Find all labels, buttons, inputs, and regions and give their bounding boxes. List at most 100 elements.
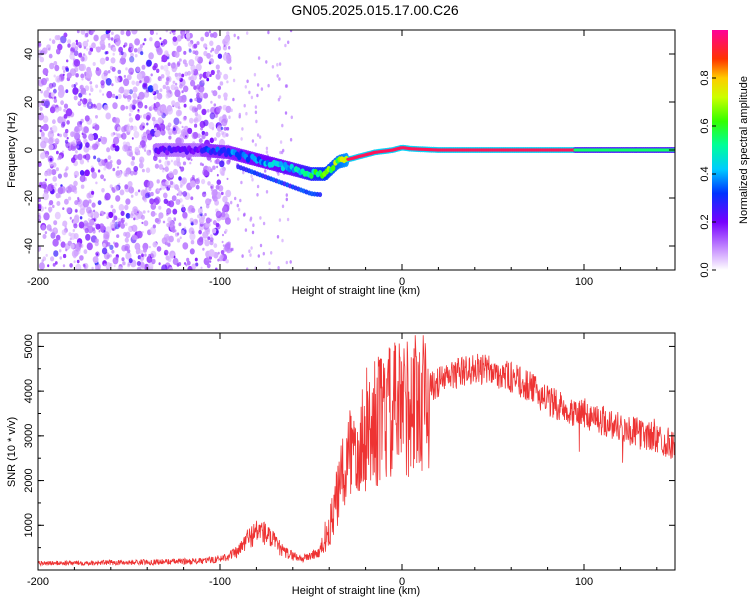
noise-speckle [111,249,115,254]
noise-speckle [107,70,111,74]
noise-speckle [67,39,72,44]
noise-speckle [128,145,132,151]
y-tick-label: 1000 [23,513,35,537]
noise-speckle [240,137,243,141]
noise-speckle [140,51,144,56]
noise-speckle [153,202,156,207]
noise-speckle [77,199,80,203]
noise-speckle [159,88,163,92]
noise-speckle [56,150,59,155]
noise-speckle [159,187,162,191]
noise-speckle [258,135,262,139]
noise-speckle [65,108,73,117]
noise-speckle [38,161,42,167]
noise-speckle [152,241,158,248]
noise-speckle [216,230,219,234]
noise-speckle [40,90,43,94]
noise-speckle [281,204,285,209]
noise-speckle [223,73,229,80]
noise-speckle [210,69,215,76]
noise-speckle [51,82,57,88]
noise-speckle [152,83,159,91]
noise-speckle [268,267,271,270]
noise-speckle [80,184,85,189]
noise-speckle [130,71,133,75]
noise-speckle [143,38,147,42]
noise-speckle [84,115,90,122]
noise-speckle [89,103,92,107]
noise-speckle [104,51,108,55]
noise-speckle [93,211,100,219]
noise-speckle [156,179,160,184]
noise-speckle [42,115,49,123]
y-tick-label: 4000 [23,379,35,403]
noise-speckle [225,211,228,214]
noise-speckle [166,77,170,82]
noise-speckle [75,263,82,270]
noise-speckle [77,153,83,161]
noise-speckle [50,256,55,262]
noise-speckle [284,111,288,115]
noise-speckle [77,41,82,48]
colorbar: 0.0 0.2 0.4 0.6 0.8 Normalized spectral ampl… [699,30,750,278]
noise-speckle [38,245,42,252]
noise-speckle [211,54,214,58]
noise-speckle [45,253,48,257]
noise-speckle [174,82,178,86]
noise-speckle [53,74,56,78]
noise-speckle [40,152,46,160]
noise-speckle [137,108,140,112]
noise-speckle [58,194,62,198]
noise-speckle [280,150,284,155]
noise-speckle [182,116,187,122]
noise-speckle [229,66,232,71]
noise-speckle [202,247,205,251]
noise-speckle [174,51,180,58]
noise-speckle [76,259,80,264]
noise-speckle [162,84,167,90]
noise-speckle [188,76,192,81]
noise-speckle [132,92,138,99]
noise-speckle [191,263,197,270]
noise-speckle [254,105,258,109]
noise-speckle [39,106,43,111]
noise-speckle [90,167,95,173]
noise-speckle [278,218,282,222]
noise-speckle [95,84,99,89]
noise-speckle [60,100,64,106]
noise-speckle [106,242,111,247]
noise-speckle [209,218,213,222]
noise-speckle [89,81,93,85]
noise-speckle [73,260,76,264]
noise-speckle [217,85,222,91]
noise-speckle [248,249,251,253]
noise-speckle [149,37,153,42]
noise-speckle [99,39,105,47]
noise-speckle [136,261,141,266]
noise-speckle [157,188,160,192]
noise-speckle [117,93,122,100]
noise-speckle [97,138,102,142]
snr-x-ticks: -200 -100 0 100 [27,333,658,588]
noise-speckle [244,228,248,232]
noise-speckle [220,211,226,218]
noise-speckle [190,196,194,201]
noise-speckle [56,35,61,41]
noise-speckle [158,50,162,54]
noise-speckle [92,256,99,264]
noise-speckle [276,235,280,239]
ridge-core [278,161,283,168]
noise-speckle [60,35,67,44]
noise-speckle [204,238,206,242]
noise-speckle [100,174,105,180]
noise-speckle [42,68,49,76]
noise-speckle [203,43,208,49]
noise-speckle [167,216,172,223]
noise-speckle [150,191,154,197]
noise-speckle [223,92,228,99]
noise-speckle [178,176,182,181]
noise-speckle [180,95,187,103]
noise-speckle [57,157,60,161]
noise-speckle [211,228,217,234]
noise-speckle [96,102,102,111]
